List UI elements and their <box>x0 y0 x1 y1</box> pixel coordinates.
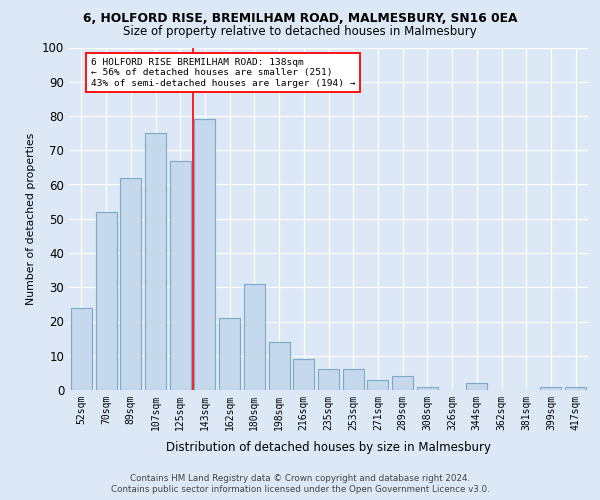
Bar <box>145 133 166 390</box>
Text: Size of property relative to detached houses in Malmesbury: Size of property relative to detached ho… <box>123 25 477 38</box>
Bar <box>293 359 314 390</box>
Text: 6 HOLFORD RISE BREMILHAM ROAD: 138sqm
← 56% of detached houses are smaller (251): 6 HOLFORD RISE BREMILHAM ROAD: 138sqm ← … <box>91 58 355 88</box>
Bar <box>71 308 92 390</box>
X-axis label: Distribution of detached houses by size in Malmesbury: Distribution of detached houses by size … <box>166 441 491 454</box>
Bar <box>367 380 388 390</box>
Y-axis label: Number of detached properties: Number of detached properties <box>26 132 37 305</box>
Bar <box>541 386 562 390</box>
Bar <box>343 370 364 390</box>
Bar <box>565 386 586 390</box>
Bar <box>120 178 141 390</box>
Bar <box>318 370 339 390</box>
Text: Contains HM Land Registry data © Crown copyright and database right 2024.
Contai: Contains HM Land Registry data © Crown c… <box>110 474 490 494</box>
Bar <box>269 342 290 390</box>
Bar <box>194 120 215 390</box>
Bar <box>244 284 265 390</box>
Bar <box>466 383 487 390</box>
Bar <box>170 160 191 390</box>
Bar <box>392 376 413 390</box>
Bar <box>417 386 438 390</box>
Bar <box>95 212 116 390</box>
Bar <box>219 318 240 390</box>
Text: 6, HOLFORD RISE, BREMILHAM ROAD, MALMESBURY, SN16 0EA: 6, HOLFORD RISE, BREMILHAM ROAD, MALMESB… <box>83 12 517 26</box>
